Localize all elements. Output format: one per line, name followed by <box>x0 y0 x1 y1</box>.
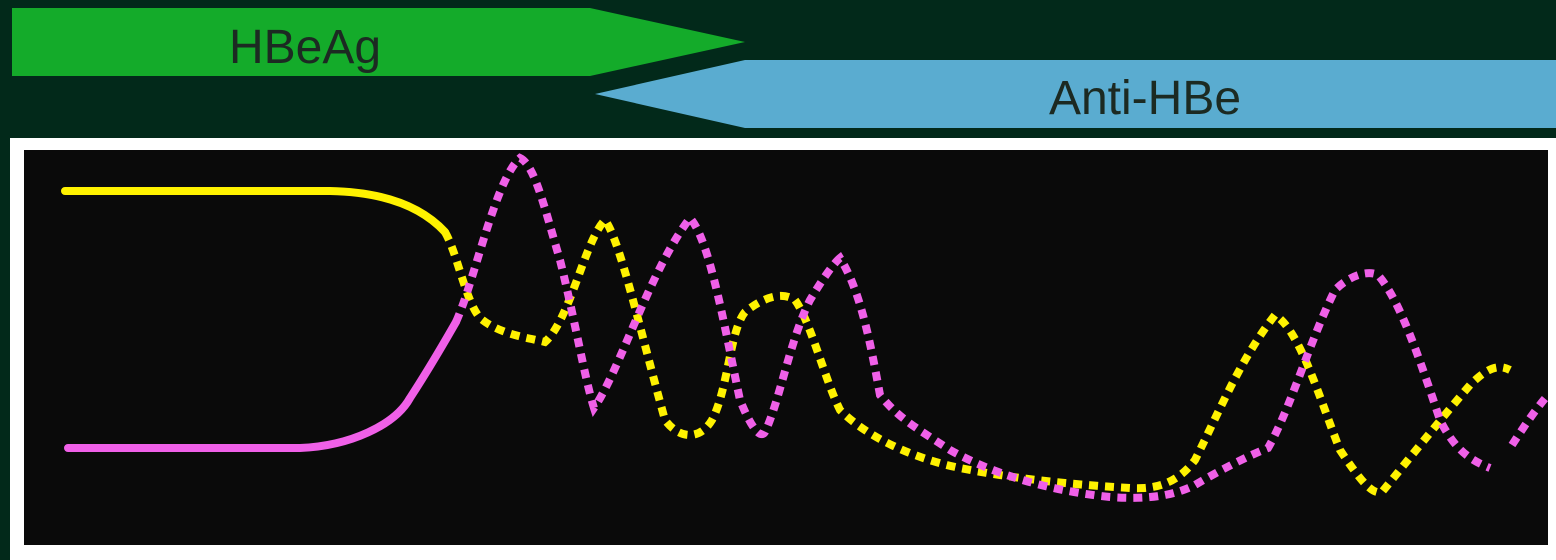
anti-hbe-dotted-curve <box>452 153 1492 502</box>
hbeag-solid-curve <box>61 187 449 236</box>
plot-area <box>24 150 1548 545</box>
anti-hbe-solid-curve <box>64 318 460 452</box>
serology-banner: HBeAg Anti-HBe <box>12 8 1556 128</box>
curves-svg <box>61 153 1548 502</box>
anti-hbe-dotted-tail <box>1508 392 1548 448</box>
plot-frame <box>10 138 1556 560</box>
hbeag-dotted-curve <box>441 213 1512 497</box>
hbeag-arrow <box>12 8 745 76</box>
anti-hbe-label: Anti-HBe <box>1049 72 1241 125</box>
hbeag-label: HBeAg <box>229 21 381 74</box>
anti-hbe-arrow <box>595 60 1556 128</box>
